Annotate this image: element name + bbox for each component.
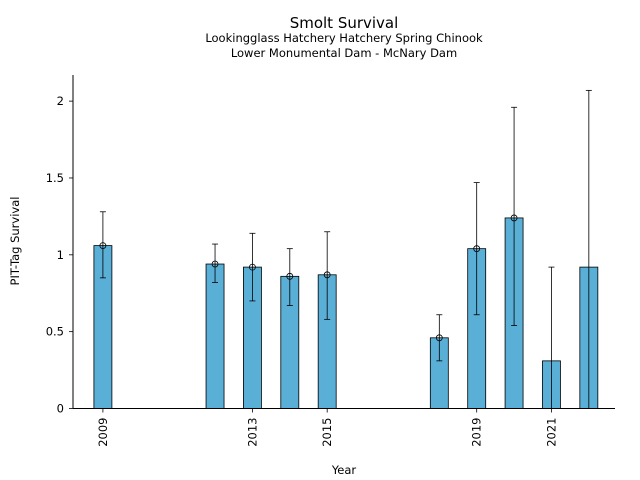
y-axis-label: PIT-Tag Survival — [8, 197, 22, 286]
y-tick-label-2: 1 — [57, 248, 64, 262]
y-tick-label-3: 1.5 — [46, 171, 64, 185]
x-tick-label-1: 2013 — [245, 418, 259, 447]
point-marker-2014 — [286, 272, 294, 280]
y-tick-label-0: 0 — [57, 402, 64, 416]
point-marker-2015 — [323, 271, 331, 279]
x-tick-label-4: 2021 — [544, 418, 558, 447]
chart-subtitle-line-1: Lookingglass Hatchery Hatchery Spring Ch… — [205, 31, 483, 45]
point-marker-2009 — [99, 242, 107, 249]
x-ticks: 2009 2013 2015 2019 2021 — [96, 408, 558, 447]
bar-2012 — [205, 263, 225, 409]
chart-title: Smolt Survival — [290, 14, 399, 32]
point-marker-2018 — [435, 334, 443, 342]
x-tick-label-2: 2015 — [320, 418, 334, 447]
point-marker-2013 — [249, 263, 256, 271]
point-marker-2019 — [473, 245, 481, 253]
point-marker-2012 — [211, 260, 219, 268]
x-tick-label-3: 2019 — [470, 418, 484, 447]
x-axis-label: Year — [331, 463, 357, 477]
point-marker-2020 — [510, 214, 518, 222]
y-ticks: 0 0.5 1 1.5 2 — [46, 94, 73, 416]
plot-area — [93, 89, 599, 409]
x-tick-label-0: 2009 — [96, 418, 110, 447]
y-tick-label-4: 2 — [57, 94, 64, 108]
y-tick-label-1: 0.5 — [46, 325, 64, 339]
chart-subtitle-line-2: Lower Monumental Dam - McNary Dam — [231, 46, 457, 60]
